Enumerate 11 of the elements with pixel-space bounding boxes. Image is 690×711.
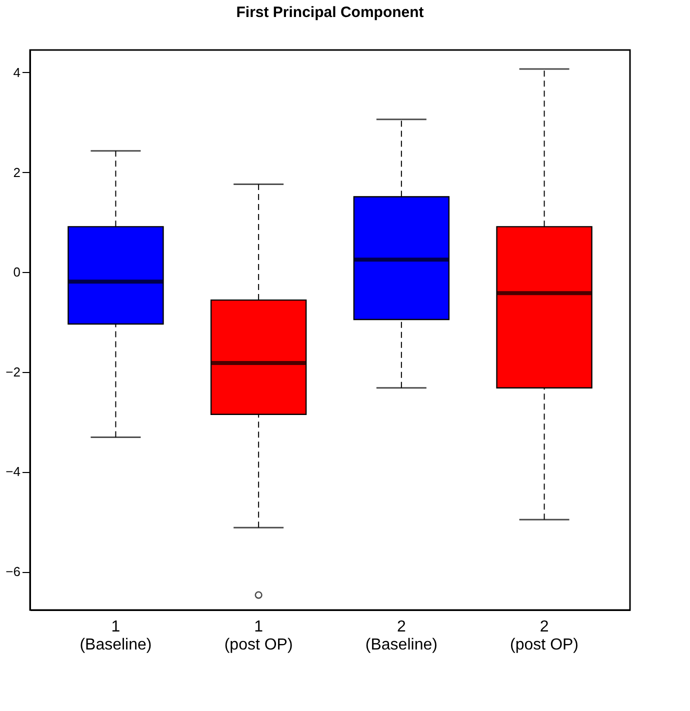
- y-tick-label: −2: [6, 364, 20, 380]
- x-tick-label: 1 (post OP): [224, 618, 293, 654]
- y-tick-label: 0: [13, 264, 20, 280]
- y-tick-label: −4: [6, 464, 20, 480]
- y-tick-label: 4: [13, 64, 20, 80]
- chart-title: First Principal Component: [236, 4, 424, 21]
- x-tick-label: 2 (Baseline): [365, 618, 438, 654]
- y-tick-label: 2: [13, 164, 20, 180]
- x-tick-label: 1 (Baseline): [80, 618, 152, 654]
- x-tick-label: 2 (post OP): [510, 618, 579, 654]
- y-tick-label: −6: [6, 564, 20, 580]
